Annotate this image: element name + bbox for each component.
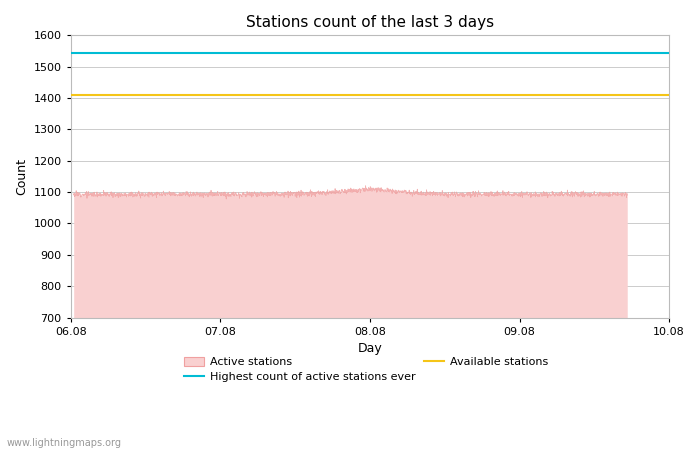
X-axis label: Day: Day [358, 342, 382, 355]
Title: Stations count of the last 3 days: Stations count of the last 3 days [246, 15, 494, 30]
Legend: Active stations, Highest count of active stations ever, Available stations: Active stations, Highest count of active… [184, 357, 548, 382]
Text: www.lightningmaps.org: www.lightningmaps.org [7, 438, 122, 448]
Y-axis label: Count: Count [15, 158, 28, 195]
